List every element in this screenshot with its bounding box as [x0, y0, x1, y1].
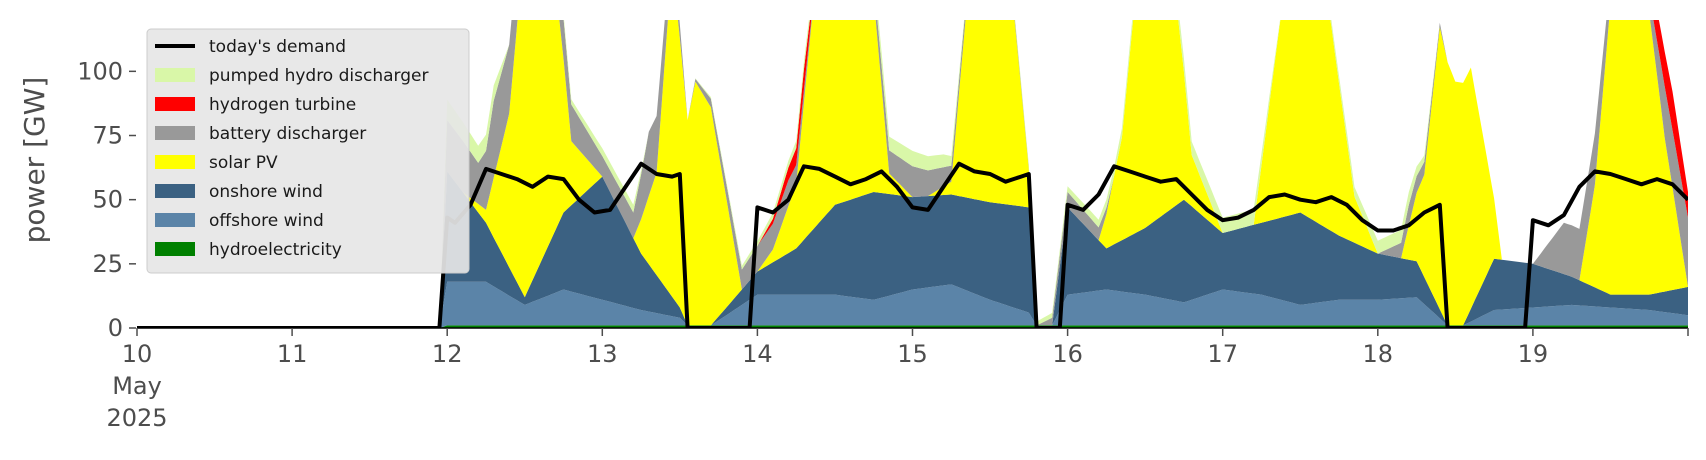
legend-label-offshore-wind: offshore wind — [209, 211, 324, 231]
legend: today's demand pumped hydro discharger hyd… — [146, 28, 470, 274]
legend-label-battery-discharger: battery discharger — [209, 124, 366, 144]
legend-label-onshore-wind: onshore wind — [209, 182, 323, 202]
axes-layer: 0 25 50 75 100 10 May 2025 11 12 13 14 15 16 17 18 19 — [77, 57, 1689, 432]
x-tick-label: 17 — [1207, 340, 1238, 368]
x-tick-label: 11 — [277, 340, 308, 368]
legend-label-pumped-hydro-discharger: pumped hydro discharger — [209, 66, 428, 86]
legend-box — [146, 28, 470, 274]
x-tick-label: 13 — [587, 340, 618, 368]
onshore-wind-area — [137, 171, 1688, 328]
y-tick-label: 100 — [77, 57, 123, 85]
x-tick-label: 14 — [742, 340, 773, 368]
demand-line — [137, 161, 1688, 328]
legend-swatch-offshore-wind — [155, 213, 195, 227]
legend-swatch-solar-pv — [155, 155, 195, 169]
legend-swatch-pumped-hydro-discharger — [155, 68, 195, 82]
legend-label-hydrogen-turbine: hydrogen turbine — [209, 95, 356, 115]
legend-swatch-hydrogen-turbine — [155, 97, 195, 111]
y-tick-label: 0 — [108, 314, 123, 342]
legend-swatch-onshore-wind — [155, 184, 195, 198]
demand-line-layer — [137, 161, 1688, 328]
legend-swatch-battery-discharger — [155, 126, 195, 140]
x-tick-label: 12 — [432, 340, 463, 368]
y-tick-label: 25 — [92, 250, 123, 278]
x-tick-label: 16 — [1052, 340, 1083, 368]
legend-label-today-s-demand: today's demand — [209, 37, 346, 57]
offshore-wind-area — [137, 281, 1688, 328]
x-tick-label: 10 May 2025 — [106, 340, 167, 432]
legend-label-hydroelectricity: hydroelectricity — [209, 240, 342, 260]
legend-label-solar-pv: solar PV — [209, 153, 278, 173]
y-tick-label: 50 — [92, 186, 123, 214]
x-tick-label: 18 — [1363, 340, 1394, 368]
y-tick-label: 75 — [92, 122, 123, 150]
x-tick-label: 15 — [897, 340, 928, 368]
y-axis-title: power [GW] — [18, 77, 51, 244]
legend-swatch-hydroelectricity — [155, 242, 195, 256]
x-tick-label: 19 — [1518, 340, 1549, 368]
battery-discharger-area — [137, 20, 1688, 328]
solar-pv-area — [137, 20, 1688, 328]
stacked-area-layer — [137, 20, 1688, 328]
